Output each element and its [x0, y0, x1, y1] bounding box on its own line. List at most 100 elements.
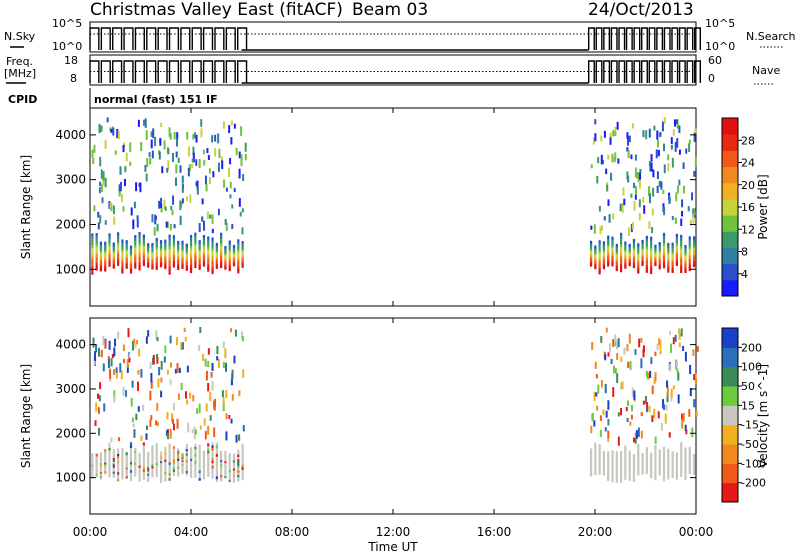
data-cell — [142, 234, 145, 238]
data-cell — [684, 456, 687, 460]
data-cell — [619, 477, 623, 481]
power-y-label: Slant Range [km] — [19, 155, 33, 259]
data-cell — [134, 251, 137, 255]
data-cell — [156, 354, 159, 359]
data-cell — [189, 455, 193, 459]
data-cell — [232, 457, 236, 461]
data-cell — [183, 327, 186, 332]
data-cell — [125, 468, 128, 472]
data-cell — [648, 221, 651, 229]
data-cell — [189, 451, 193, 455]
data-cell — [185, 258, 188, 262]
data-cell — [177, 450, 180, 454]
data-cell — [607, 437, 610, 443]
data-cell — [589, 452, 593, 456]
colorbar-swatch — [722, 134, 738, 151]
data-cell — [666, 386, 669, 397]
data-cell — [142, 236, 145, 240]
data-cell — [619, 232, 623, 236]
data-cell — [159, 477, 163, 481]
data-cell — [134, 461, 137, 465]
data-cell — [184, 336, 187, 342]
data-cell — [202, 468, 206, 472]
data-cell — [224, 458, 227, 462]
colorbar-tick-label: 12 — [741, 223, 755, 236]
data-cell — [637, 463, 640, 467]
data-cell — [112, 258, 115, 262]
data-cell — [147, 462, 150, 466]
data-cell — [134, 343, 137, 349]
data-cell — [632, 473, 636, 477]
data-cell — [602, 243, 606, 247]
data-cell — [151, 266, 154, 270]
data-cell — [99, 382, 102, 390]
data-cell — [140, 435, 143, 441]
data-cell — [142, 447, 145, 451]
data-cell — [678, 125, 681, 134]
data-cell — [224, 245, 227, 249]
data-cell — [91, 456, 94, 460]
data-cell — [168, 456, 171, 460]
data-cell — [592, 137, 595, 145]
data-cell — [172, 253, 176, 257]
data-cell — [195, 134, 198, 143]
data-cell — [615, 247, 618, 251]
data-cell — [611, 479, 614, 483]
data-cell — [675, 258, 678, 262]
data-cell — [121, 448, 124, 452]
data-cell — [163, 199, 166, 210]
data-cell — [662, 456, 666, 460]
data-cell — [663, 404, 666, 410]
data-cell — [108, 471, 111, 475]
data-cell — [168, 248, 171, 252]
data-cell — [663, 116, 666, 124]
data-cell — [192, 146, 195, 155]
data-cell — [155, 262, 158, 266]
data-cell — [225, 431, 228, 441]
data-cell — [91, 470, 94, 474]
data-cell — [181, 248, 184, 252]
data-cell — [598, 242, 601, 246]
data-cell — [232, 479, 236, 483]
data-cell — [164, 241, 167, 245]
data-cell — [623, 347, 626, 355]
data-cell — [619, 252, 623, 256]
data-cell — [619, 260, 623, 264]
data-cell — [129, 260, 133, 264]
data-cell — [178, 367, 181, 374]
data-cell — [194, 446, 197, 450]
data-cell — [117, 251, 120, 255]
data-cell — [202, 462, 206, 466]
data-cell — [694, 373, 697, 382]
data-cell — [160, 203, 163, 209]
data-cell — [688, 465, 691, 469]
data-cell — [154, 214, 157, 225]
data-cell — [125, 475, 128, 479]
data-cell — [196, 408, 199, 414]
data-cell — [121, 472, 124, 476]
data-cell — [164, 239, 167, 243]
data-cell — [168, 234, 171, 238]
data-cell — [242, 424, 245, 432]
data-cell — [662, 454, 666, 458]
data-cell — [611, 263, 614, 267]
data-cell — [215, 462, 218, 466]
data-cell — [616, 353, 619, 360]
data-cell — [615, 466, 618, 470]
data-cell — [671, 157, 674, 168]
data-cell — [117, 473, 120, 477]
data-cell — [594, 447, 597, 451]
data-cell — [207, 473, 210, 477]
data-cell — [155, 330, 158, 339]
data-cell — [688, 467, 691, 471]
data-cell — [99, 156, 102, 167]
data-cell — [591, 412, 594, 422]
data-cell — [602, 264, 606, 268]
data-cell — [594, 247, 597, 251]
data-cell — [215, 255, 218, 259]
data-cell — [675, 457, 678, 461]
data-cell — [594, 453, 597, 457]
data-cell — [121, 263, 124, 267]
data-cell — [594, 460, 597, 464]
data-cell — [214, 148, 217, 157]
